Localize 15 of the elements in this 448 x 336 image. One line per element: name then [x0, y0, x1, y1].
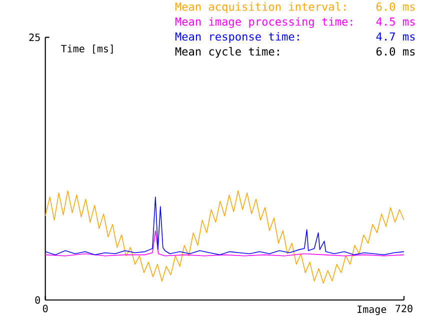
- y-tick-label: 25: [29, 34, 40, 42]
- annotation: 4.7 ms: [376, 32, 415, 41]
- text: 6.0 ms: [376, 2, 415, 11]
- x-tick-label: 720: [396, 304, 412, 312]
- x-axis-title: Image: [358, 306, 386, 316]
- annotation: 6.0 ms: [376, 47, 415, 56]
- line-series: [44, 190, 404, 284]
- text: Mean response time:: [175, 32, 299, 43]
- line-series: [44, 230, 404, 256]
- y-axis-title: Time [ms]: [61, 44, 113, 54]
- text: 4.5 ms: [376, 18, 415, 26]
- annotation: Mean cycle time:: [175, 46, 279, 58]
- text: Mean acquisition interval:: [175, 2, 346, 13]
- text: Mean image processing time:: [175, 17, 352, 28]
- line-series: [44, 196, 404, 256]
